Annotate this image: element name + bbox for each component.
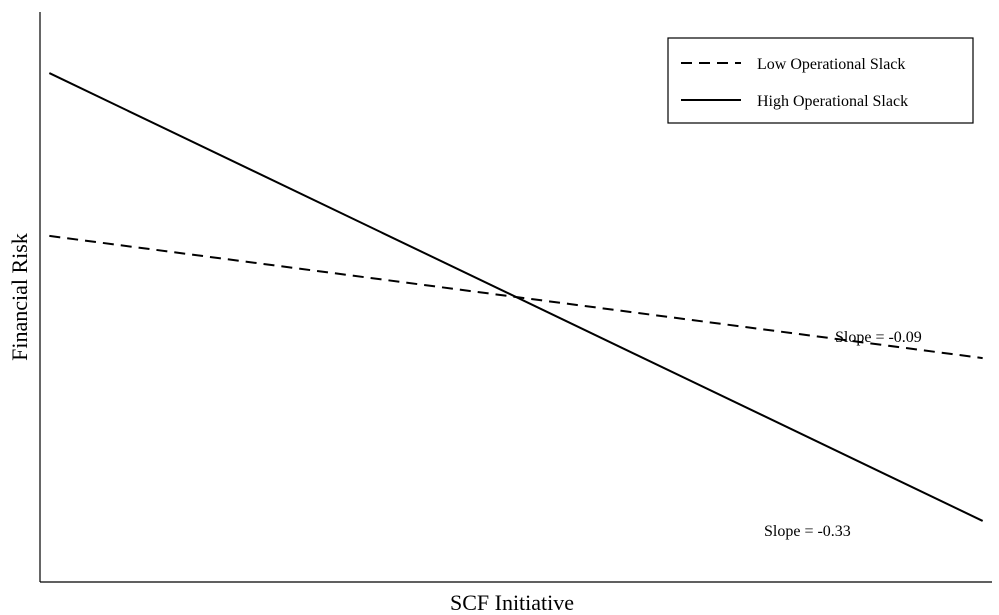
y-axis-label: Financial Risk: [7, 233, 32, 361]
legend-label-low: Low Operational Slack: [757, 56, 905, 73]
legend-box: [667, 37, 974, 124]
slope-annotation-low: Slope = -0.09: [835, 329, 922, 346]
series-layer: [48, 72, 984, 522]
x-axis-label: SCF Initiative: [450, 590, 574, 615]
legend: Low Operational Slack High Operational S…: [667, 37, 974, 124]
legend-label-high: High Operational Slack: [757, 93, 908, 110]
slope-annotation-high: Slope = -0.33: [764, 523, 851, 540]
series-line-high-operational-slack: [48, 72, 984, 522]
